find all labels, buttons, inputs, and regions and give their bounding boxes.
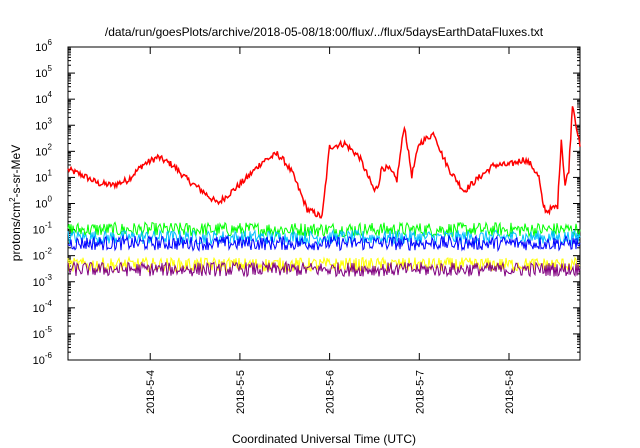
x-axis-label: Coordinated Universal Time (UTC) — [232, 432, 416, 446]
y-axis-label-sup: 2 — [8, 197, 17, 202]
series-line-1 — [67, 221, 581, 238]
y-tick-label: 10-4 — [33, 299, 53, 315]
x-axis: 2018-5-4 2018-5-5 2018-5-6 2018-5-7 2018-5-8 — [145, 47, 516, 414]
chart-title: /data/run/goesPlots/archive/2018-05-08/1… — [105, 25, 544, 39]
y-tick-label: 106 — [35, 38, 52, 54]
x-tick-label: 2018-5-5 — [235, 370, 247, 414]
series-line-5 — [67, 260, 581, 278]
y-axis-label-rest: -s-sr-MeV — [9, 145, 23, 198]
series-line-0 — [67, 106, 581, 219]
y-tick-label: 104 — [35, 90, 52, 106]
y-axis-label: protons/cm2-s-sr-MeV — [8, 145, 23, 261]
x-tick-label: 2018-5-7 — [414, 370, 426, 414]
x-tick-label: 2018-5-4 — [145, 370, 157, 414]
y-tick-label: 101 — [35, 168, 52, 184]
series-line-2 — [67, 228, 581, 247]
y-tick-label: 103 — [35, 116, 52, 132]
y-tick-label: 10-2 — [33, 247, 53, 263]
y-tick-label: 10-1 — [33, 221, 53, 237]
y-tick-label: 10-3 — [33, 273, 53, 289]
y-axis: 10-6 10-5 10-4 10-3 10-2 10-1 100 101 102 103 104 1… — [33, 38, 580, 367]
y-tick-label: 105 — [35, 64, 52, 80]
series-line-3 — [67, 234, 581, 253]
y-tick-label: 100 — [35, 195, 52, 211]
y-tick-label: 10-6 — [33, 351, 53, 367]
y-axis-label-main: protons/cm — [9, 202, 23, 261]
series-layer — [67, 106, 581, 278]
y-tick-label: 10-5 — [33, 325, 53, 341]
x-tick-label: 2018-5-6 — [325, 370, 337, 414]
x-tick-label: 2018-5-8 — [504, 370, 516, 414]
y-tick-label: 102 — [35, 142, 52, 158]
